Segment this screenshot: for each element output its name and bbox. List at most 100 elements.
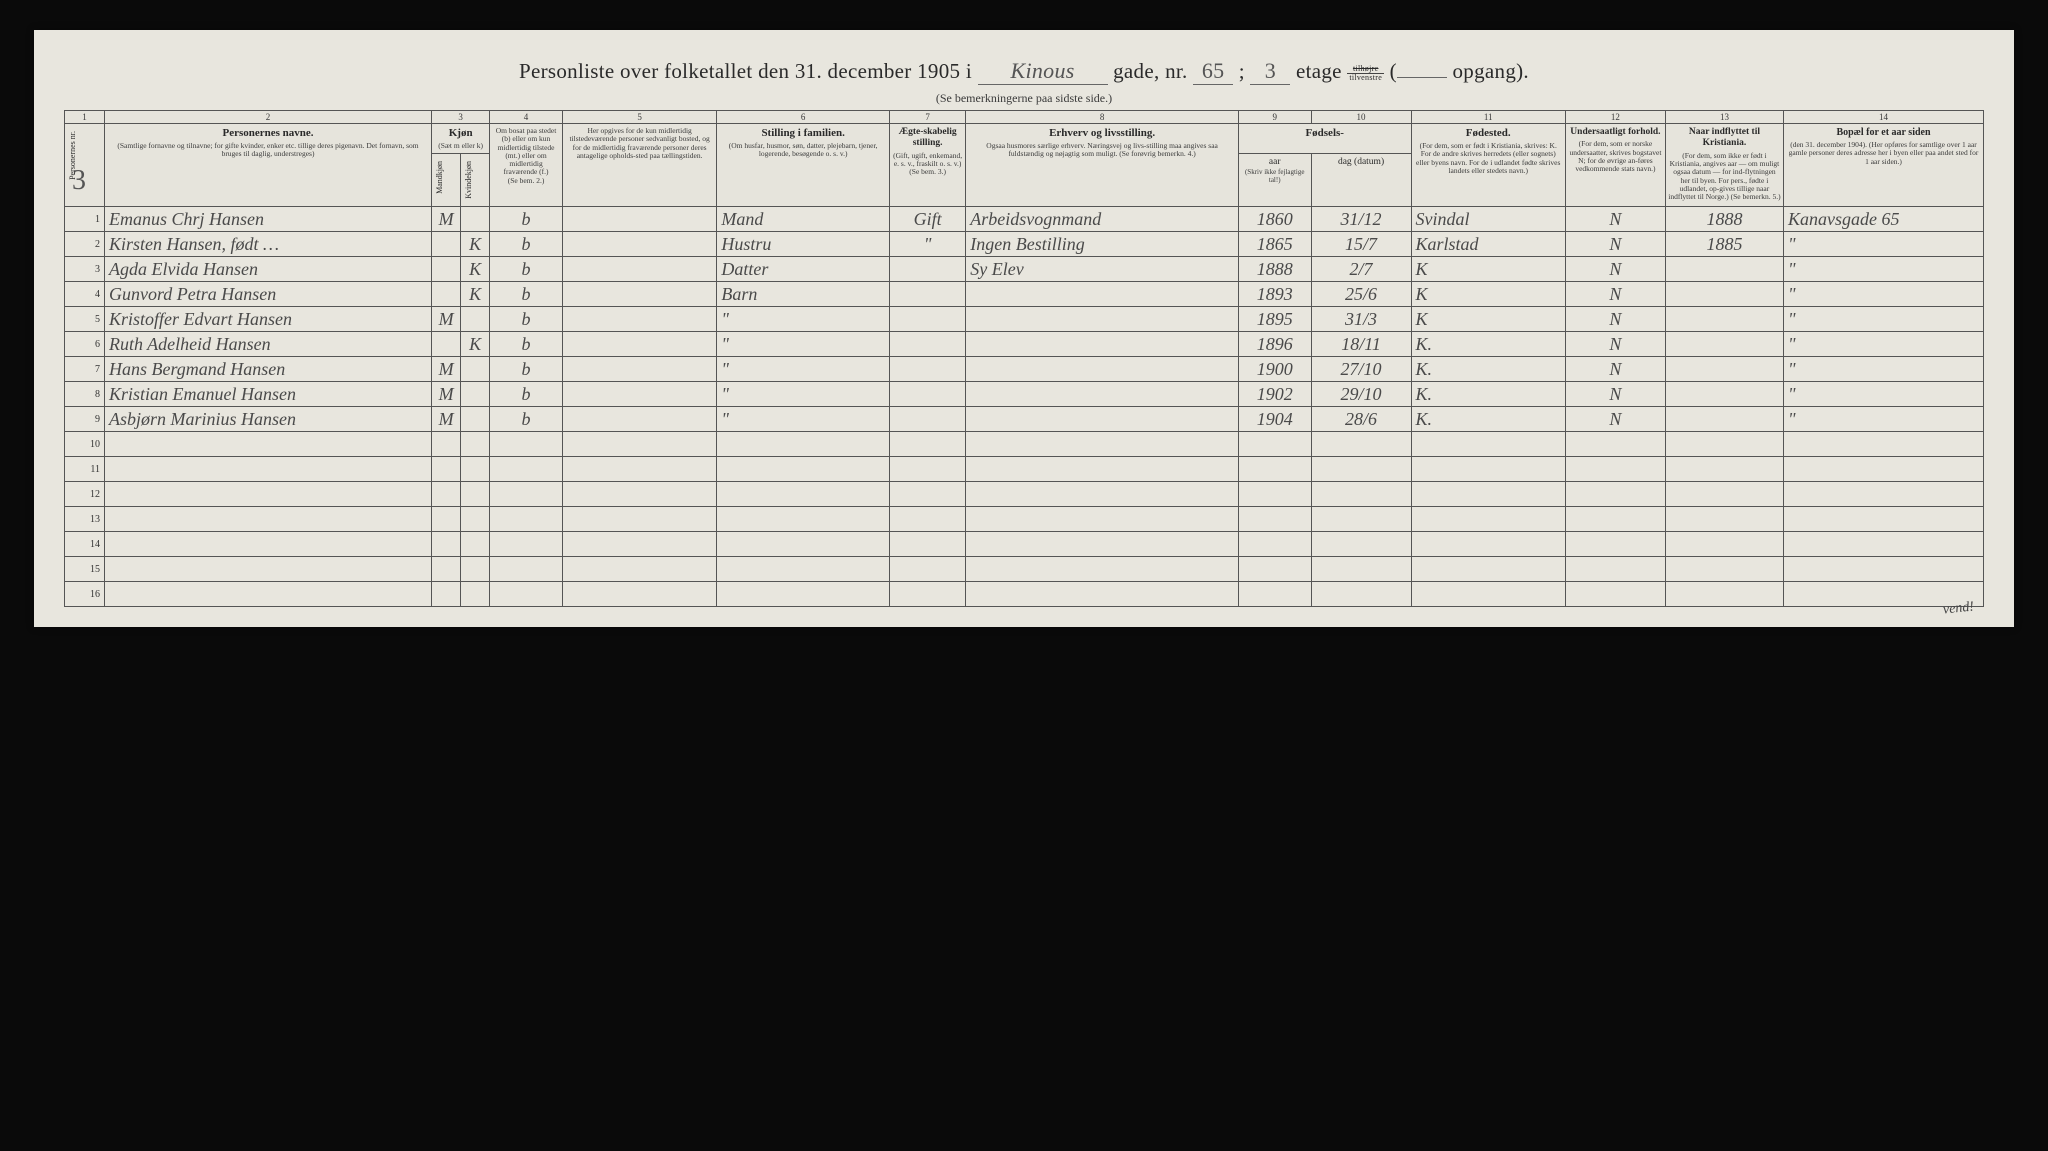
census-table: 1 2 3 4 5 6 7 8 9 10 11 12 13 14 Persone…	[64, 110, 1984, 607]
cell-empty	[1238, 507, 1311, 532]
table-row-empty: 14	[65, 532, 1984, 557]
cell-empty	[1311, 507, 1411, 532]
cell-fam: "	[717, 382, 890, 407]
cell-erv	[966, 332, 1239, 357]
cell-aar: 1865	[1238, 232, 1311, 257]
cell-fsted: K	[1411, 307, 1565, 332]
cell-empty	[1311, 557, 1411, 582]
colnum-5: 5	[562, 111, 716, 124]
title-etage: etage	[1296, 59, 1342, 83]
cell-aeg	[889, 357, 965, 382]
cell-empty	[104, 432, 431, 457]
cell-sex-k	[461, 382, 490, 407]
cell-empty	[1565, 582, 1665, 607]
cell-empty	[432, 457, 461, 482]
cell-empty	[966, 457, 1239, 482]
cell-rownum: 4	[65, 282, 105, 307]
form-subtitle: (Se bemerkningerne paa sidste side.)	[64, 91, 1984, 106]
table-row: 9Asbjørn Marinius HansenMb"190428/6K.N"	[65, 407, 1984, 432]
h-names: Personernes navne. (Samtlige fornavne og…	[104, 124, 431, 207]
colnum-8: 8	[966, 111, 1239, 124]
cell-empty	[104, 507, 431, 532]
cell-empty	[490, 482, 563, 507]
cell-aar: 1904	[1238, 407, 1311, 432]
cell-empty	[1665, 482, 1783, 507]
cell-sex-m	[432, 282, 461, 307]
h-aar: aar (Skriv ikke fejlagtige tal!)	[1238, 154, 1311, 207]
cell-sex-k	[461, 407, 490, 432]
colnum-13: 13	[1665, 111, 1783, 124]
cell-und: N	[1565, 232, 1665, 257]
cell-aar: 1888	[1238, 257, 1311, 282]
cell-midl	[562, 357, 716, 382]
cell-empty	[490, 457, 563, 482]
colnum-4: 4	[490, 111, 563, 124]
table-row: 6Ruth Adelheid HansenKb"189618/11K.N"	[65, 332, 1984, 357]
cell-bosat: b	[490, 382, 563, 407]
cell-dag: 2/7	[1311, 257, 1411, 282]
cell-bopael: "	[1784, 282, 1984, 307]
cell-bosat: b	[490, 232, 563, 257]
cell-empty	[461, 482, 490, 507]
opgang-blank	[1397, 77, 1447, 78]
cell-empty	[1565, 482, 1665, 507]
cell-fam: Datter	[717, 257, 890, 282]
cell-und: N	[1565, 407, 1665, 432]
title-semicolon: ;	[1239, 59, 1245, 83]
cell-aeg	[889, 307, 965, 332]
title-opgang: opgang).	[1453, 59, 1529, 83]
cell-fam: "	[717, 307, 890, 332]
cell-empty	[1784, 532, 1984, 557]
cell-dag: 15/7	[1311, 232, 1411, 257]
cell-erv	[966, 282, 1239, 307]
cell-dag: 18/11	[1311, 332, 1411, 357]
cell-empty	[104, 482, 431, 507]
cell-empty	[490, 432, 563, 457]
cell-midl	[562, 407, 716, 432]
cell-empty	[1411, 482, 1565, 507]
h-bosat: Om bosat paa stedet (b) eller om kun mid…	[490, 124, 563, 207]
cell-bosat: b	[490, 407, 563, 432]
table-row: 8Kristian Emanuel HansenMb"190229/10K.N"	[65, 382, 1984, 407]
form-header: Personliste over folketallet den 31. dec…	[64, 48, 1984, 110]
cell-aeg	[889, 382, 965, 407]
table-row: 7Hans Bergmand HansenMb"190027/10K.N"	[65, 357, 1984, 382]
cell-rownum: 5	[65, 307, 105, 332]
cell-rownum: 7	[65, 357, 105, 382]
cell-empty	[1238, 432, 1311, 457]
cell-sex-m	[432, 232, 461, 257]
cell-dag: 27/10	[1311, 357, 1411, 382]
cell-aar: 1860	[1238, 207, 1311, 232]
cell-bosat: b	[490, 257, 563, 282]
cell-empty	[461, 507, 490, 532]
cell-und: N	[1565, 382, 1665, 407]
colnum-9: 9	[1238, 111, 1311, 124]
cell-empty	[889, 557, 965, 582]
cell-name: Agda Elvida Hansen	[104, 257, 431, 282]
cell-empty	[1665, 557, 1783, 582]
cell-empty	[1565, 532, 1665, 557]
house-number: 65	[1193, 58, 1233, 85]
cell-empty	[717, 582, 890, 607]
cell-empty	[889, 432, 965, 457]
floor-number: 3	[1250, 58, 1290, 85]
cell-empty	[562, 507, 716, 532]
cell-empty	[1311, 432, 1411, 457]
cell-rownum: 11	[65, 457, 105, 482]
cell-dag: 28/6	[1311, 407, 1411, 432]
cell-sex-m: M	[432, 382, 461, 407]
vend-label: vend!	[1942, 600, 1975, 619]
cell-fam: Hustru	[717, 232, 890, 257]
title-prefix: Personliste over folketallet den 31. dec…	[519, 59, 972, 83]
cell-aeg	[889, 407, 965, 432]
cell-empty	[104, 582, 431, 607]
cell-midl	[562, 257, 716, 282]
cell-empty	[889, 482, 965, 507]
street-name: Kinous	[978, 58, 1108, 85]
cell-rownum: 8	[65, 382, 105, 407]
cell-empty	[717, 557, 890, 582]
cell-aar: 1895	[1238, 307, 1311, 332]
cell-name: Kristian Emanuel Hansen	[104, 382, 431, 407]
cell-aeg	[889, 332, 965, 357]
cell-empty	[104, 557, 431, 582]
